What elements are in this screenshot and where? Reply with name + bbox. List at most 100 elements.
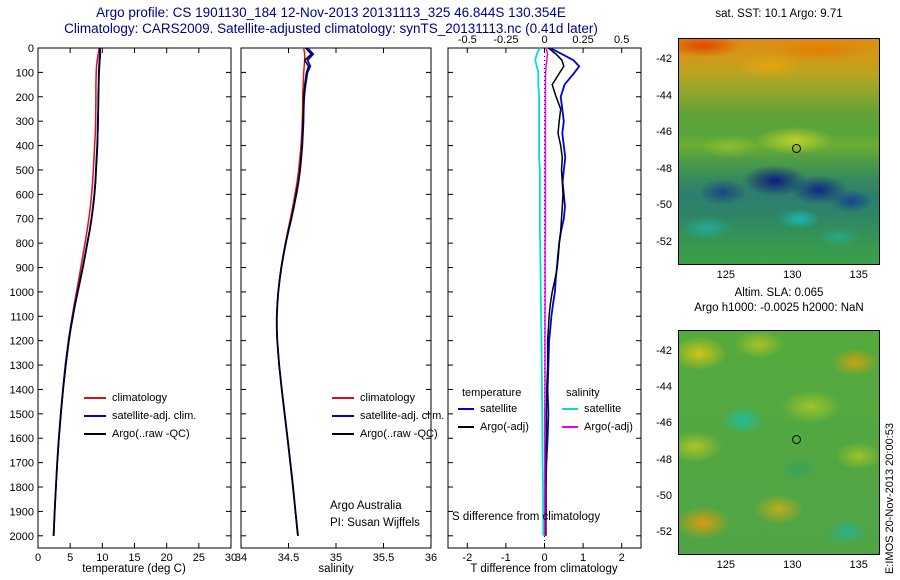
climatology-line-swatch bbox=[332, 397, 354, 399]
map-lat-tick-label: -42 bbox=[656, 344, 672, 357]
series-Argo(..raw -QC) bbox=[275, 47, 313, 536]
top-tick-label: 0.5 bbox=[614, 34, 629, 46]
sst-map-title: sat. SST: 10.1 Argo: 9.71 bbox=[715, 8, 843, 20]
depth-tick-label: 1900 bbox=[10, 506, 34, 518]
x-tick-label: 30 bbox=[225, 552, 237, 564]
legend-group-header: salinity bbox=[566, 387, 600, 399]
depth-tick-label: 300 bbox=[16, 116, 34, 128]
satellite-adj-line-swatch bbox=[332, 415, 354, 417]
series-Argo(..raw -QC) bbox=[53, 47, 102, 536]
depth-tick-label: 500 bbox=[16, 165, 34, 177]
figure-title-line2: Climatology: CARS2009. Satellite-adjuste… bbox=[64, 21, 598, 36]
map-lat-tick-label: -44 bbox=[656, 381, 672, 394]
map-lon-tick-label: 125 bbox=[716, 559, 735, 571]
argo-raw-line-swatch bbox=[332, 433, 354, 435]
x-tick-label: 20 bbox=[161, 552, 173, 564]
legend-item: satellite-adj. clim. bbox=[332, 407, 444, 425]
legend-item: Argo(-adj) bbox=[562, 418, 633, 436]
attribution-note: Argo Australia PI: Susan Wijffels bbox=[330, 498, 420, 532]
depth-tick-label: 200 bbox=[16, 92, 34, 104]
map-lat-tick-label: -42 bbox=[656, 52, 672, 65]
x-tick-label: 2 bbox=[619, 552, 625, 564]
x-tick-label: 5 bbox=[67, 552, 73, 564]
legend-label: Argo(..raw -QC) bbox=[112, 428, 190, 440]
legend-item: Argo(..raw -QC) bbox=[332, 425, 444, 443]
x-tick-label: 0 bbox=[35, 552, 41, 564]
legend-group-header: temperature bbox=[462, 387, 522, 399]
series-Argo(-adj) bbox=[544, 47, 549, 536]
depth-tick-label: 2000 bbox=[10, 531, 34, 543]
x-tick-label: 34.5 bbox=[278, 552, 299, 564]
plot-area bbox=[37, 47, 232, 549]
sla-map-title-line2: Argo h1000: -0.0025 h2000: NaN bbox=[694, 302, 864, 314]
depth-tick-label: 1500 bbox=[10, 409, 34, 421]
legend-label: satellite-adj. clim. bbox=[360, 410, 445, 422]
map-lat-tick-label: -50 bbox=[656, 489, 672, 502]
x-tick-label: 36 bbox=[425, 552, 437, 564]
legend-label: climatology bbox=[360, 392, 416, 404]
map-lat-tick-label: -48 bbox=[656, 453, 672, 466]
temperature-axis-label: temperature (deg C) bbox=[82, 563, 186, 575]
x-tick-label: 25 bbox=[193, 552, 205, 564]
depth-tick-label: 1700 bbox=[10, 458, 34, 470]
legend-item: climatology bbox=[332, 389, 444, 407]
depth-tick-label: 600 bbox=[16, 189, 34, 201]
depth-tick-label: 1600 bbox=[10, 433, 34, 445]
map-lon-tick-label: 135 bbox=[849, 269, 868, 281]
legend-item: satellite bbox=[458, 400, 529, 418]
map-lat-tick-label: -46 bbox=[656, 417, 672, 430]
attribution-line1: Argo Australia bbox=[330, 500, 402, 512]
depth-tick-label: 800 bbox=[16, 238, 34, 250]
legend-label: satellite-adj. clim. bbox=[112, 410, 197, 422]
salinity-axis-label: salinity bbox=[318, 563, 354, 575]
attribution-line2: PI: Susan Wijffels bbox=[330, 517, 420, 529]
depth-tick-label: 900 bbox=[16, 263, 34, 275]
legend-label: satellite bbox=[584, 403, 622, 415]
sla-map-title-line1: Altim. SLA: 0.065 bbox=[734, 287, 824, 299]
legend-label: Argo(-adj) bbox=[584, 421, 633, 433]
x-tick-label: 10 bbox=[96, 552, 108, 564]
x-tick-label: 0 bbox=[541, 552, 547, 564]
legend-item: Argo(..raw -QC) bbox=[84, 425, 196, 443]
depth-tick-label: 100 bbox=[16, 67, 34, 79]
argo-position-marker bbox=[791, 143, 801, 153]
sdiff-axis-note: S difference from climatology bbox=[452, 511, 601, 523]
temperature-panel-legend: climatology satellite-adj. clim. Argo(..… bbox=[84, 389, 196, 443]
x-tick-label: 34 bbox=[235, 552, 247, 564]
legend-item: Argo(-adj) bbox=[458, 418, 529, 436]
map-lon-tick-label: 125 bbox=[716, 269, 735, 281]
map-lat-tick-label: -50 bbox=[656, 199, 672, 212]
climatology-line-swatch bbox=[84, 397, 106, 399]
map-lat-tick-label: -46 bbox=[656, 126, 672, 139]
satellite-adj-line-swatch bbox=[84, 415, 106, 417]
legend-label: Argo(..raw -QC) bbox=[360, 428, 438, 440]
sst-map bbox=[678, 38, 880, 265]
depth-tick-label: 1000 bbox=[10, 287, 34, 299]
difference-legend-salinity: salinity satellite Argo(-adj) bbox=[562, 384, 633, 436]
top-tick-label: -0.5 bbox=[458, 34, 477, 46]
argo-position-marker bbox=[791, 434, 801, 444]
argo-raw-line-swatch bbox=[84, 433, 106, 435]
series-Argo(-adj) bbox=[544, 47, 565, 536]
figure-title-line1: Argo profile: CS 1901130_184 12-Nov-2013… bbox=[96, 5, 566, 20]
x-tick-label: 35.5 bbox=[373, 552, 394, 564]
map-lon-tick-label: 130 bbox=[783, 269, 802, 281]
x-tick-label: 1 bbox=[580, 552, 586, 564]
watermark-timestamp: E:IMOS 20-Nov-2013 20:00:53 bbox=[884, 422, 896, 574]
argo-tdiff-swatch bbox=[458, 426, 474, 428]
depth-tick-label: 400 bbox=[16, 141, 34, 153]
legend-item: satellite-adj. clim. bbox=[84, 407, 196, 425]
map-lat-tick-label: -44 bbox=[656, 89, 672, 102]
depth-tick-label: 1200 bbox=[10, 336, 34, 348]
sla-map bbox=[678, 330, 880, 555]
satellite-sdiff-swatch bbox=[562, 408, 578, 410]
x-tick-label: 35 bbox=[330, 552, 342, 564]
depth-tick-label: 1300 bbox=[10, 360, 34, 372]
map-lon-tick-label: 130 bbox=[783, 559, 802, 571]
series-satellite bbox=[534, 47, 545, 536]
legend-label: satellite bbox=[480, 403, 518, 415]
difference-legend-temperature: temperature satellite Argo(-adj) bbox=[458, 384, 529, 436]
argo-sdiff-swatch bbox=[562, 426, 578, 428]
legend-item: climatology bbox=[84, 389, 196, 407]
